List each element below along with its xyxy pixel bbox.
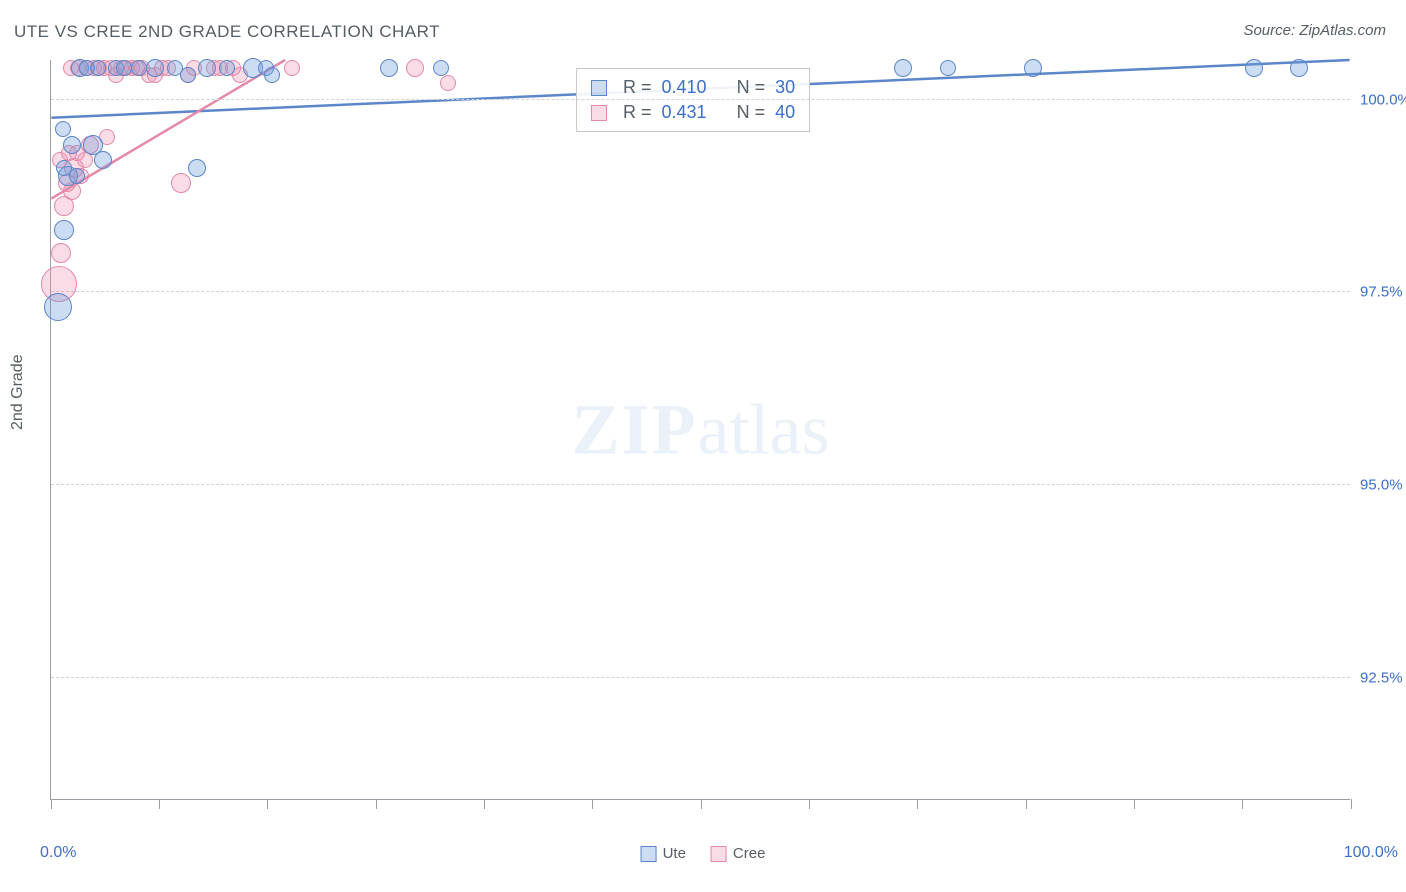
data-point[interactable]: [406, 59, 424, 77]
data-point[interactable]: [1290, 59, 1308, 77]
y-tick-label: 100.0%: [1352, 91, 1406, 108]
ute-swatch-icon: [641, 846, 657, 862]
data-point[interactable]: [90, 60, 106, 76]
chart-title: UTE VS CREE 2ND GRADE CORRELATION CHART: [14, 22, 440, 42]
x-tick: [376, 799, 377, 809]
data-point[interactable]: [116, 60, 132, 76]
legend-label: Cree: [733, 845, 766, 862]
x-tick: [1026, 799, 1027, 809]
stats-box: R = 0.410 N = 30 R = 0.431 N = 40: [576, 68, 810, 132]
x-tick: [1134, 799, 1135, 809]
x-tick: [809, 799, 810, 809]
y-tick-label: 97.5%: [1352, 284, 1403, 301]
r-value: 0.410: [662, 77, 707, 98]
data-point[interactable]: [55, 121, 71, 137]
legend: Ute Cree: [641, 845, 766, 862]
watermark: ZIPatlas: [572, 388, 830, 471]
legend-item-cree[interactable]: Cree: [711, 845, 766, 862]
x-tick: [159, 799, 160, 809]
data-point[interactable]: [219, 60, 235, 76]
x-tick: [1351, 799, 1352, 809]
data-point[interactable]: [264, 67, 280, 83]
data-point[interactable]: [433, 60, 449, 76]
y-tick-label: 95.0%: [1352, 476, 1403, 493]
data-point[interactable]: [1245, 59, 1263, 77]
data-point[interactable]: [198, 59, 216, 77]
legend-item-ute[interactable]: Ute: [641, 845, 686, 862]
gridline: 100.0%: [51, 99, 1350, 100]
stats-row-cree: R = 0.431 N = 40: [591, 100, 795, 125]
data-point[interactable]: [440, 75, 456, 91]
stats-row-ute: R = 0.410 N = 30: [591, 75, 795, 100]
r-label: R =: [623, 102, 652, 123]
data-point[interactable]: [894, 59, 912, 77]
x-axis-min-label: 0.0%: [40, 844, 76, 862]
y-axis-title: 2nd Grade: [9, 354, 27, 430]
trend-lines: [51, 60, 1350, 799]
gridline: 97.5%: [51, 291, 1350, 292]
cree-swatch-icon: [591, 105, 607, 121]
x-tick: [51, 799, 52, 809]
r-label: R =: [623, 77, 652, 98]
plot-area: ZIPatlas R = 0.410 N = 30 R = 0.431 N = …: [50, 60, 1350, 800]
data-point[interactable]: [146, 59, 164, 77]
data-point[interactable]: [94, 151, 112, 169]
y-tick-label: 92.5%: [1352, 669, 1403, 686]
data-point[interactable]: [131, 60, 147, 76]
x-tick: [267, 799, 268, 809]
gridline: 95.0%: [51, 484, 1350, 485]
n-label: N =: [737, 102, 766, 123]
watermark-bold: ZIP: [572, 389, 698, 469]
data-point[interactable]: [63, 136, 81, 154]
gridline: 92.5%: [51, 677, 1350, 678]
data-point[interactable]: [188, 159, 206, 177]
cree-swatch-icon: [711, 846, 727, 862]
data-point[interactable]: [44, 293, 72, 321]
data-point[interactable]: [180, 67, 196, 83]
data-point[interactable]: [940, 60, 956, 76]
source-attribution: Source: ZipAtlas.com: [1243, 22, 1386, 39]
x-axis-max-label: 100.0%: [1344, 844, 1398, 862]
data-point[interactable]: [171, 173, 191, 193]
x-tick: [484, 799, 485, 809]
n-value: 30: [775, 77, 795, 98]
n-value: 40: [775, 102, 795, 123]
x-tick: [1242, 799, 1243, 809]
legend-label: Ute: [663, 845, 686, 862]
data-point[interactable]: [69, 168, 85, 184]
x-tick: [917, 799, 918, 809]
x-tick: [592, 799, 593, 809]
data-point[interactable]: [51, 243, 71, 263]
data-point[interactable]: [284, 60, 300, 76]
x-tick: [701, 799, 702, 809]
r-value: 0.431: [662, 102, 707, 123]
data-point[interactable]: [380, 59, 398, 77]
n-label: N =: [737, 77, 766, 98]
watermark-light: atlas: [698, 389, 830, 469]
data-point[interactable]: [54, 220, 74, 240]
ute-swatch-icon: [591, 80, 607, 96]
data-point[interactable]: [1024, 59, 1042, 77]
